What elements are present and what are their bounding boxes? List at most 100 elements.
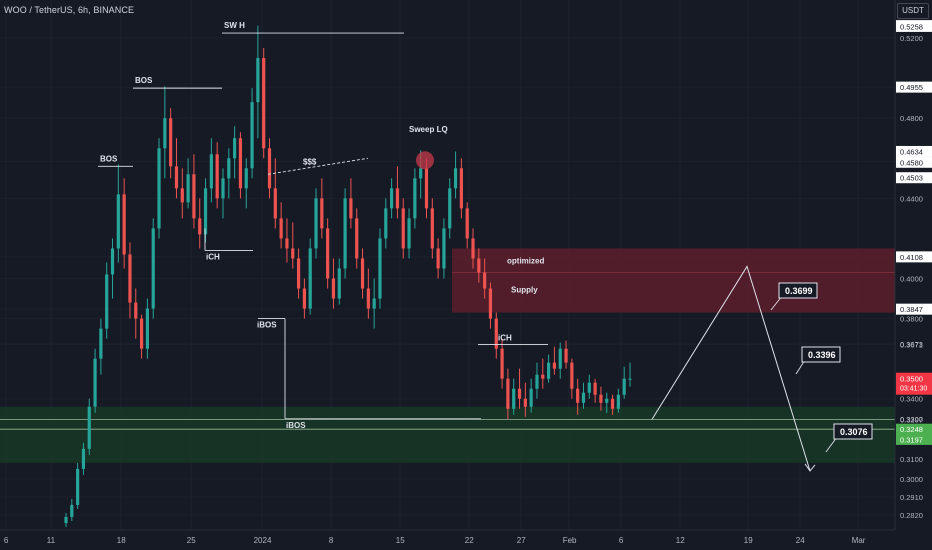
candle-body [407,218,411,249]
price-tick-label: 0.2910 [900,493,923,502]
candle-body [349,198,353,219]
level-label: 0.3248 [900,425,923,434]
level-badge [896,433,932,445]
candle-body [523,398,527,407]
candle-body [70,504,74,517]
time-tick-label: 11 [47,536,56,545]
candle-body [145,308,150,349]
candle-body [401,208,405,249]
candle-body [93,358,97,407]
chart-title: WOO / TetherUS, 6h, BINANCE [4,5,135,15]
candle-body [285,238,289,249]
price-marker-badge [896,303,932,315]
candle-body [343,198,347,269]
candle-body [372,298,376,309]
target-value: 0.3076 [840,427,868,437]
candle-body [110,248,115,275]
price-marker-label: 0.4108 [900,253,923,262]
candle-body [465,208,469,239]
target-callout: 0.3699 [770,282,818,311]
projection-arrowhead [804,463,816,472]
level-label: 0.3197 [900,435,923,444]
candle-body [483,272,487,289]
candle-body [448,188,452,229]
candle-body [337,268,341,299]
candle-body [64,516,68,523]
candle-body [605,398,609,403]
candle-body [331,278,336,299]
candle-body [599,394,603,403]
candle-body [122,194,126,255]
candle-body [430,208,434,249]
candle-body [267,148,272,189]
candle-body [244,168,248,189]
candle-body [163,118,167,149]
price-marker-label: 0.3847 [900,305,923,314]
candle-body [570,362,574,389]
candle-body [186,174,190,203]
candle-body [134,302,138,319]
label-sw-h: SW H [224,21,245,30]
price-marker-badge [896,251,932,263]
price-tick-label: 0.3000 [900,475,923,484]
candle-body [238,138,243,189]
price-axis: 0.52000.49550.48000.45840.44000.41080.40… [894,0,932,550]
candle-body [459,168,463,209]
candle-body [139,318,144,349]
price-tick-label: 0.3800 [900,315,923,324]
price-tick-label: 0.3673 [900,340,923,349]
price-marker-badge [896,81,932,93]
candle-body [471,238,475,259]
candle-body [256,58,260,103]
price-tick-label: 0.2820 [900,511,923,520]
candle-body [419,168,423,179]
price-tick-label: 0.3400 [900,395,923,404]
candle-body [436,248,440,269]
label-supply-top: optimized [507,256,544,265]
candle-body [174,166,179,189]
candle-body [413,178,417,219]
structure-annotations [98,32,548,420]
currency-selector[interactable]: USDT [897,3,929,19]
time-tick-label: 24 [796,536,805,545]
price-tick-label: 0.3300 [900,415,923,424]
candle-body [593,382,597,395]
candle-body [628,378,632,380]
candle-body [169,118,173,167]
time-tick-label: 22 [465,536,474,545]
candle-body [581,392,586,403]
price-marker-label: 0.5258 [900,22,923,31]
last-price-label: 0.3500 [900,375,923,384]
target-callout-box [801,346,841,363]
time-tick-label: 2024 [254,536,272,545]
candle-body [622,378,626,395]
target-callout-box [833,423,873,440]
candle-body [424,168,429,209]
candle-body [99,328,103,359]
label-ich-1: iCH [206,252,220,261]
target-value: 0.3699 [785,286,813,296]
candle-body [384,208,388,239]
candle-body [453,168,458,189]
price-marker-label: 0.4634 [900,147,923,156]
label-bos-1: BOS [100,154,118,163]
label-ibos-2: iBOS [286,421,306,430]
candle-body [233,138,237,159]
candle-body [314,198,318,249]
candle-body [87,406,91,449]
candle-body [477,258,481,273]
candle-body [616,394,620,409]
time-tick-label: 19 [744,536,753,545]
label-ich-2: iCH [498,333,512,342]
countdown-label: 03:41:30 [900,386,927,393]
projection-path [651,265,811,472]
price-tick-label: 0.3671 [900,340,923,349]
candle-body [546,362,551,379]
time-axis: 6 11 18 25 2024 8 15 22 27 Feb 6 12 19 24 Mar [0,529,895,545]
candle-body [157,148,161,229]
candle-body [552,362,557,369]
target-value: 0.3396 [808,350,836,360]
time-tick-label: 27 [517,536,526,545]
